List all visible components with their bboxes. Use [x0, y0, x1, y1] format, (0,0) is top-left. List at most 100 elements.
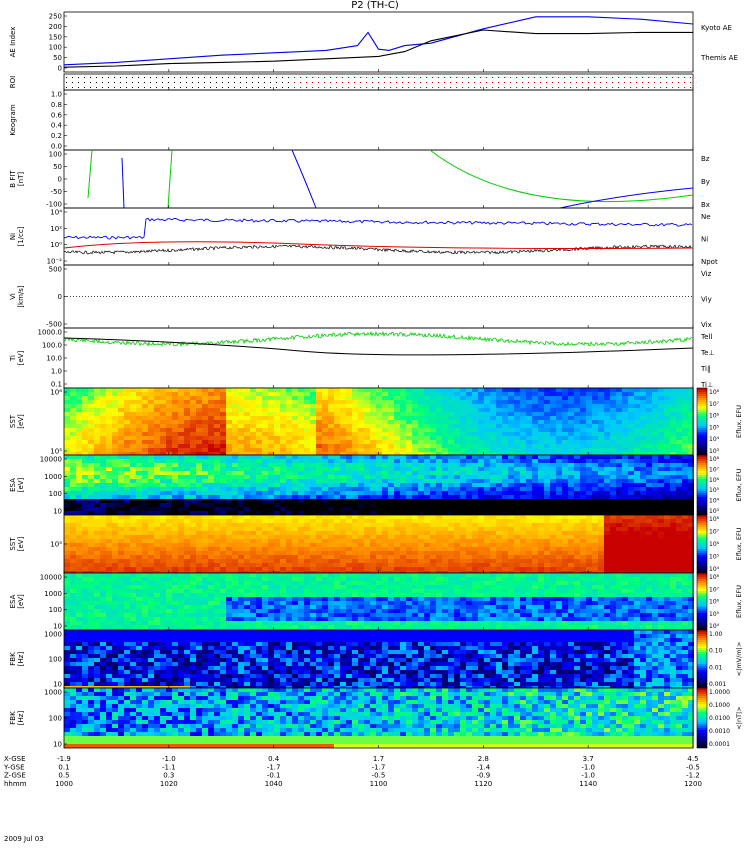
heat-cell [592, 408, 598, 412]
heat-cell [76, 420, 82, 424]
legend-by: By [701, 178, 710, 186]
heat-cell [298, 432, 304, 436]
heat-cell [316, 392, 322, 396]
heat-cell [214, 396, 220, 400]
heat-cell [442, 563, 448, 567]
heat-cell [358, 523, 364, 527]
heat-cell [442, 527, 448, 531]
heat-cell [412, 416, 418, 420]
heat-cell [346, 483, 352, 487]
heat-cell [658, 455, 664, 459]
heat-cell [352, 507, 358, 511]
heat-cell [136, 424, 142, 428]
heat-cell [370, 420, 376, 424]
heat-cell [136, 535, 142, 539]
heat-cell [274, 511, 280, 515]
heat-cell [376, 523, 382, 527]
heat-cell [238, 455, 244, 459]
heat-cell [352, 436, 358, 440]
heat-cell [430, 412, 436, 416]
heat-cell [118, 539, 124, 543]
heat-cell [490, 471, 496, 475]
heat-cell [352, 559, 358, 563]
heat-cell [118, 440, 124, 444]
heat-cell [82, 467, 88, 471]
heat-cell [418, 535, 424, 539]
heat-cell [334, 463, 340, 467]
y-tick-label: 1000 [44, 473, 62, 481]
heat-cell [322, 444, 328, 448]
legend-vix: Vix [701, 321, 712, 329]
roi-dot [360, 82, 361, 83]
heat-cell [184, 455, 190, 459]
heat-cell [268, 563, 274, 567]
heat-cell [628, 412, 634, 416]
heat-cell [334, 444, 340, 448]
heat-cell [226, 428, 232, 432]
heat-cell [376, 499, 382, 503]
heat-cell [538, 452, 544, 455]
heat-cell [136, 563, 142, 567]
heat-cell [106, 503, 112, 507]
heat-cell [448, 436, 454, 440]
heat-cell [178, 404, 184, 408]
heat-cell [298, 463, 304, 467]
heat-cell [124, 444, 130, 448]
heat-cell [232, 479, 238, 483]
heat-cell [202, 388, 208, 392]
heat-cell [292, 487, 298, 491]
heat-cell [208, 531, 214, 535]
heat-cell [568, 416, 574, 420]
heat-cell [586, 444, 592, 448]
heat-cell [616, 483, 622, 487]
heat-cell [430, 555, 436, 559]
heat-cell [106, 440, 112, 444]
heat-cell [520, 487, 526, 491]
heat-cell [394, 479, 400, 483]
heat-cell [334, 416, 340, 420]
heat-cell [100, 547, 106, 551]
heat-cell [88, 483, 94, 487]
heat-cell [568, 455, 574, 459]
heat-cell [88, 459, 94, 463]
heat-cell [118, 424, 124, 428]
heat-cell [88, 547, 94, 551]
heat-cell [142, 412, 148, 416]
heat-cell [262, 515, 268, 519]
roi-dot [102, 77, 103, 78]
heat-cell [130, 455, 136, 459]
heat-cell [658, 452, 664, 455]
heat-cell [292, 503, 298, 507]
heat-cell [118, 428, 124, 432]
heat-cell [292, 511, 298, 515]
heat-cell [220, 503, 226, 507]
heat-cell [172, 416, 178, 420]
heat-cell [508, 452, 514, 455]
heat-cell [184, 487, 190, 491]
heat-cell [286, 428, 292, 432]
heat-cell [238, 547, 244, 551]
heat-cell [238, 388, 244, 392]
heat-cell [586, 467, 592, 471]
heat-cell [508, 424, 514, 428]
heat-cell [172, 448, 178, 452]
heat-cell [376, 495, 382, 499]
heat-cell [208, 436, 214, 440]
colorbar-tick: 10⁵ [709, 424, 720, 431]
heat-cell [154, 547, 160, 551]
heat-cell [250, 424, 256, 428]
heat-cell [496, 452, 502, 455]
heat-cell [118, 547, 124, 551]
heat-cell [526, 412, 532, 416]
roi-dot [156, 82, 157, 83]
heat-cell [76, 523, 82, 527]
heat-cell [370, 388, 376, 392]
heat-cell [502, 503, 508, 507]
heat-cell [442, 396, 448, 400]
roi-dot [366, 77, 367, 78]
heat-cell [550, 440, 556, 444]
heat-cell [184, 515, 190, 519]
heat-cell [316, 436, 322, 440]
heat-cell [202, 412, 208, 416]
heat-cell [226, 452, 232, 455]
